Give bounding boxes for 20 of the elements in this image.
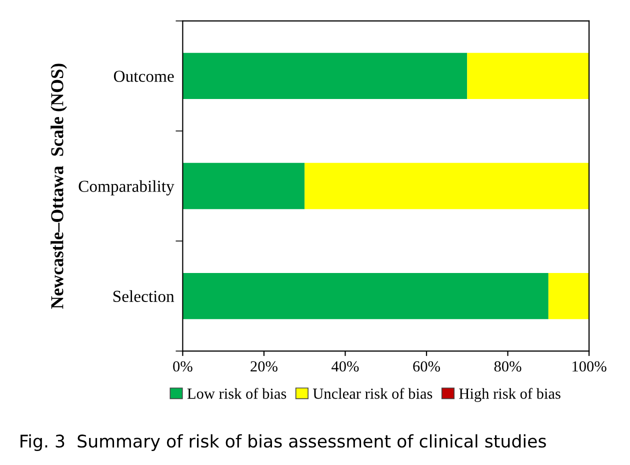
bar <box>182 52 468 100</box>
legend-label: Low risk of bias <box>187 388 286 399</box>
x-tick-label: 40% <box>332 361 359 372</box>
y-tick-label: Comparability <box>78 180 174 196</box>
bar <box>182 272 548 320</box>
bar <box>304 162 590 210</box>
bar <box>182 162 305 210</box>
bar <box>548 272 590 320</box>
y-tick-label: Outcome <box>114 70 174 82</box>
y-tick-label: Selection <box>113 290 174 302</box>
y-axis-title: Newcastle–Ottawa Scale (NOS) <box>50 64 67 309</box>
x-tick-label: 0% <box>173 361 192 372</box>
caption: Fig. 3 Summary of risk of bias assessment of clinical studies <box>20 434 546 452</box>
x-tick-label: 80% <box>494 361 522 372</box>
legend-label: Unclear risk of bias <box>312 388 432 399</box>
x-tick-label: 60% <box>413 361 440 372</box>
legend-label: High risk of bias <box>459 388 560 402</box>
x-tick-label: 100% <box>572 361 606 372</box>
bar <box>467 52 590 100</box>
x-tick-label: 20% <box>250 361 278 372</box>
